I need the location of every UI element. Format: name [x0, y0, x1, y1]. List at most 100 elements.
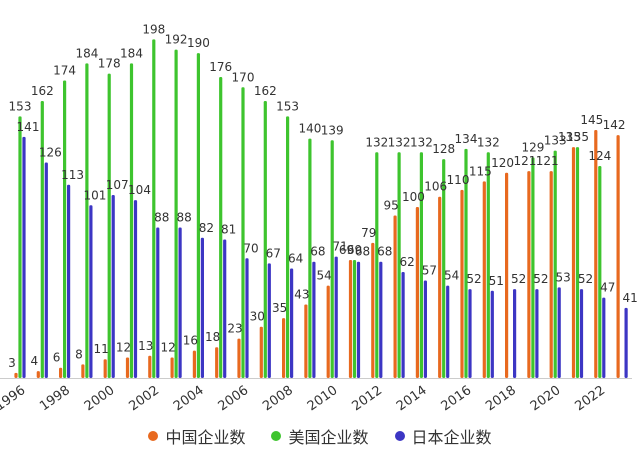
bar-usa-2005[interactable] [219, 77, 223, 378]
bar-japan-2008[interactable] [290, 268, 294, 378]
x-tick-2016: 2016 [439, 383, 475, 414]
bar-china-2001[interactable] [125, 357, 130, 378]
bar-japan-2012[interactable] [379, 261, 383, 378]
bar-usa-1996[interactable] [18, 116, 22, 379]
data-label-usa-2020: 133 [544, 134, 567, 148]
bar-japan-2000[interactable] [111, 195, 115, 378]
bar-japan-2015[interactable] [446, 285, 450, 378]
legend-item-usa[interactable]: 美国企业数 [271, 424, 369, 448]
bar-china-2018[interactable] [505, 172, 509, 378]
bar-china-2021[interactable] [571, 147, 576, 378]
bar-china-2011[interactable] [348, 260, 353, 378]
bar-china-2019[interactable] [527, 171, 531, 378]
bar-usa-2009[interactable] [308, 138, 312, 378]
bar-usa-2015[interactable] [442, 159, 446, 378]
bar-japan-2011[interactable] [356, 261, 361, 378]
data-label-japan-2004: 82 [199, 221, 214, 235]
bar-japan-2005[interactable] [223, 239, 227, 378]
bar-china-2003[interactable] [170, 357, 174, 378]
bar-china-2017[interactable] [482, 181, 486, 378]
bar-japan-2020[interactable] [557, 287, 561, 378]
bar-japan-2006[interactable] [245, 258, 249, 378]
bar-usa-2013[interactable] [397, 152, 401, 378]
bar-usa-2003[interactable] [174, 49, 178, 379]
bar-china-2009[interactable] [304, 304, 308, 378]
legend-item-china[interactable]: 中国企业数 [148, 424, 245, 448]
bar-japan-2016[interactable] [468, 289, 472, 378]
bar-usa-2022[interactable] [598, 165, 602, 378]
bar-japan-2003[interactable] [178, 227, 182, 378]
bar-japan-2021[interactable] [579, 289, 584, 378]
bar-japan-2010[interactable] [334, 256, 338, 378]
bar-usa-2001[interactable] [129, 63, 134, 379]
bar-japan-2001[interactable] [133, 200, 138, 378]
bar-china-2007[interactable] [259, 326, 263, 378]
bar-usa-2008[interactable] [286, 116, 290, 379]
data-label-china-2015: 106 [424, 180, 447, 194]
bar-japan-1997[interactable] [44, 162, 48, 378]
bar-japan-2004[interactable] [200, 237, 204, 378]
bar-china-2002[interactable] [148, 355, 152, 378]
bar-usa-1997[interactable] [40, 100, 44, 378]
bar-japan-2019[interactable] [535, 289, 539, 378]
legend-dot-japan [394, 431, 405, 441]
bar-japan-2022[interactable] [602, 297, 606, 378]
bar-japan-2007[interactable] [267, 263, 271, 378]
x-tick-labels: 1996 1998 2000 2002 2004 2006 2008 2010 2012 2014… [0, 383, 608, 414]
bar-china-1998[interactable] [59, 367, 63, 378]
data-label-usa-2004: 190 [187, 36, 210, 50]
bar-japan-2013[interactable] [401, 271, 405, 378]
bar-china-2010[interactable] [326, 285, 330, 378]
bar-usa-2016[interactable] [464, 148, 468, 378]
bar-china-2008[interactable] [282, 318, 286, 378]
bar-usa-2004[interactable] [196, 53, 200, 378]
bar-japan-2002[interactable] [156, 227, 160, 378]
bar-usa-2020[interactable] [553, 150, 557, 378]
bar-china-2015[interactable] [438, 196, 442, 378]
bar-usa-1998[interactable] [63, 80, 67, 379]
bar-china-2022[interactable] [594, 130, 598, 378]
bar-japan-2009[interactable] [312, 261, 316, 378]
bar-japan-2023[interactable] [624, 307, 628, 378]
data-label-japan-2012: 68 [377, 245, 392, 259]
bar-china-1997[interactable] [36, 371, 40, 378]
bar-usa-2002[interactable] [152, 39, 156, 379]
bar-china-2023[interactable] [616, 135, 620, 378]
data-label-japan-2014: 57 [422, 264, 437, 278]
data-label-japan-2009: 68 [310, 245, 325, 259]
bar-japan-2018[interactable] [513, 289, 517, 378]
bar-china-2014[interactable] [415, 207, 419, 378]
bar-usa-2006[interactable] [241, 87, 245, 379]
bar-usa-2017[interactable] [486, 152, 490, 378]
x-tick-1996: 1996 [0, 383, 28, 414]
bar-japan-2017[interactable] [490, 290, 494, 378]
data-label-japan-2000: 107 [106, 178, 129, 192]
data-label-japan-2023: 41 [622, 291, 637, 305]
bar-japan-1998[interactable] [67, 184, 71, 378]
legend-item-japan[interactable]: 日本企业数 [394, 424, 492, 448]
bar-usa-2019[interactable] [531, 157, 535, 378]
bar-usa-2011[interactable] [352, 260, 357, 378]
bar-china-2000[interactable] [103, 359, 107, 378]
bar-usa-2014[interactable] [419, 152, 423, 378]
bar-china-2013[interactable] [393, 215, 397, 378]
bar-usa-2007[interactable] [263, 100, 267, 378]
data-label-usa-2007: 162 [254, 84, 277, 98]
bar-usa-2021[interactable] [575, 147, 580, 378]
bar-japan-2014[interactable] [423, 280, 427, 378]
bar-china-2006[interactable] [237, 338, 241, 378]
bar-china-2020[interactable] [549, 171, 553, 378]
bar-china-2012[interactable] [371, 242, 375, 378]
bar-china-1999[interactable] [81, 364, 85, 378]
bar-china-2005[interactable] [215, 347, 219, 378]
bar-china-2016[interactable] [460, 189, 464, 378]
bar-china-2004[interactable] [192, 350, 196, 378]
bar-japan-1996[interactable] [22, 136, 26, 378]
bar-usa-1999[interactable] [85, 63, 89, 379]
bar-japan-1999[interactable] [89, 205, 93, 378]
bar-china-1996[interactable] [14, 372, 18, 378]
data-label-china-2019: 121 [513, 154, 536, 168]
bar-usa-2012[interactable] [375, 152, 379, 378]
bar-usa-2010[interactable] [330, 140, 334, 378]
bar-usa-2000[interactable] [107, 73, 111, 379]
